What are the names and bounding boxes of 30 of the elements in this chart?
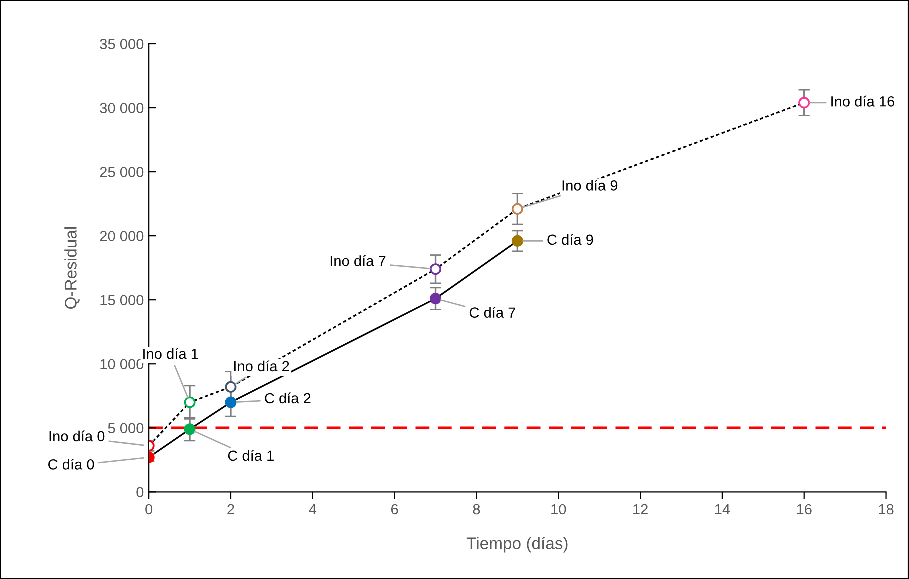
annotation: Ino día 16 — [832, 96, 894, 107]
x-axis-title: Tiempo (días) — [466, 536, 568, 553]
y-tick-label: 25 000 — [100, 167, 144, 178]
y-tick-label: 35 000 — [100, 39, 144, 50]
annotation: C día 7 — [470, 307, 516, 318]
y-axis-title: Q-Residual — [64, 228, 80, 309]
x-tick-label: 2 — [228, 504, 234, 515]
x-tick-label: 8 — [473, 504, 480, 515]
annotation: Ino día 2 — [234, 360, 290, 372]
annotation: Ino día 0 — [50, 430, 105, 442]
x-tick-label: 18 — [879, 504, 894, 515]
annotation: C día 0 — [48, 458, 94, 470]
annotation: C día 1 — [228, 450, 274, 462]
x-tick-label: 16 — [797, 504, 812, 515]
x-tick-label: 4 — [309, 504, 317, 515]
annotation: Ino día 9 — [562, 180, 618, 191]
y-tick-label: 0 — [136, 487, 144, 498]
annotation: C día 9 — [548, 234, 594, 246]
y-tick-label: 5 000 — [108, 423, 144, 434]
x-tick-label: 6 — [391, 504, 398, 515]
x-tick-label: 10 — [552, 504, 566, 515]
x-tick-label: 12 — [634, 504, 648, 515]
y-tick-label: 15 000 — [100, 295, 144, 306]
y-tick-label: 20 000 — [100, 231, 144, 242]
x-tick-label: 0 — [146, 504, 153, 515]
annotation: Ino día 1 — [144, 348, 198, 360]
y-tick-label: 30 000 — [100, 103, 144, 114]
annotation: Ino día 7 — [330, 255, 386, 266]
annotation: C día 2 — [265, 392, 311, 404]
x-tick-label: 14 — [715, 504, 730, 515]
